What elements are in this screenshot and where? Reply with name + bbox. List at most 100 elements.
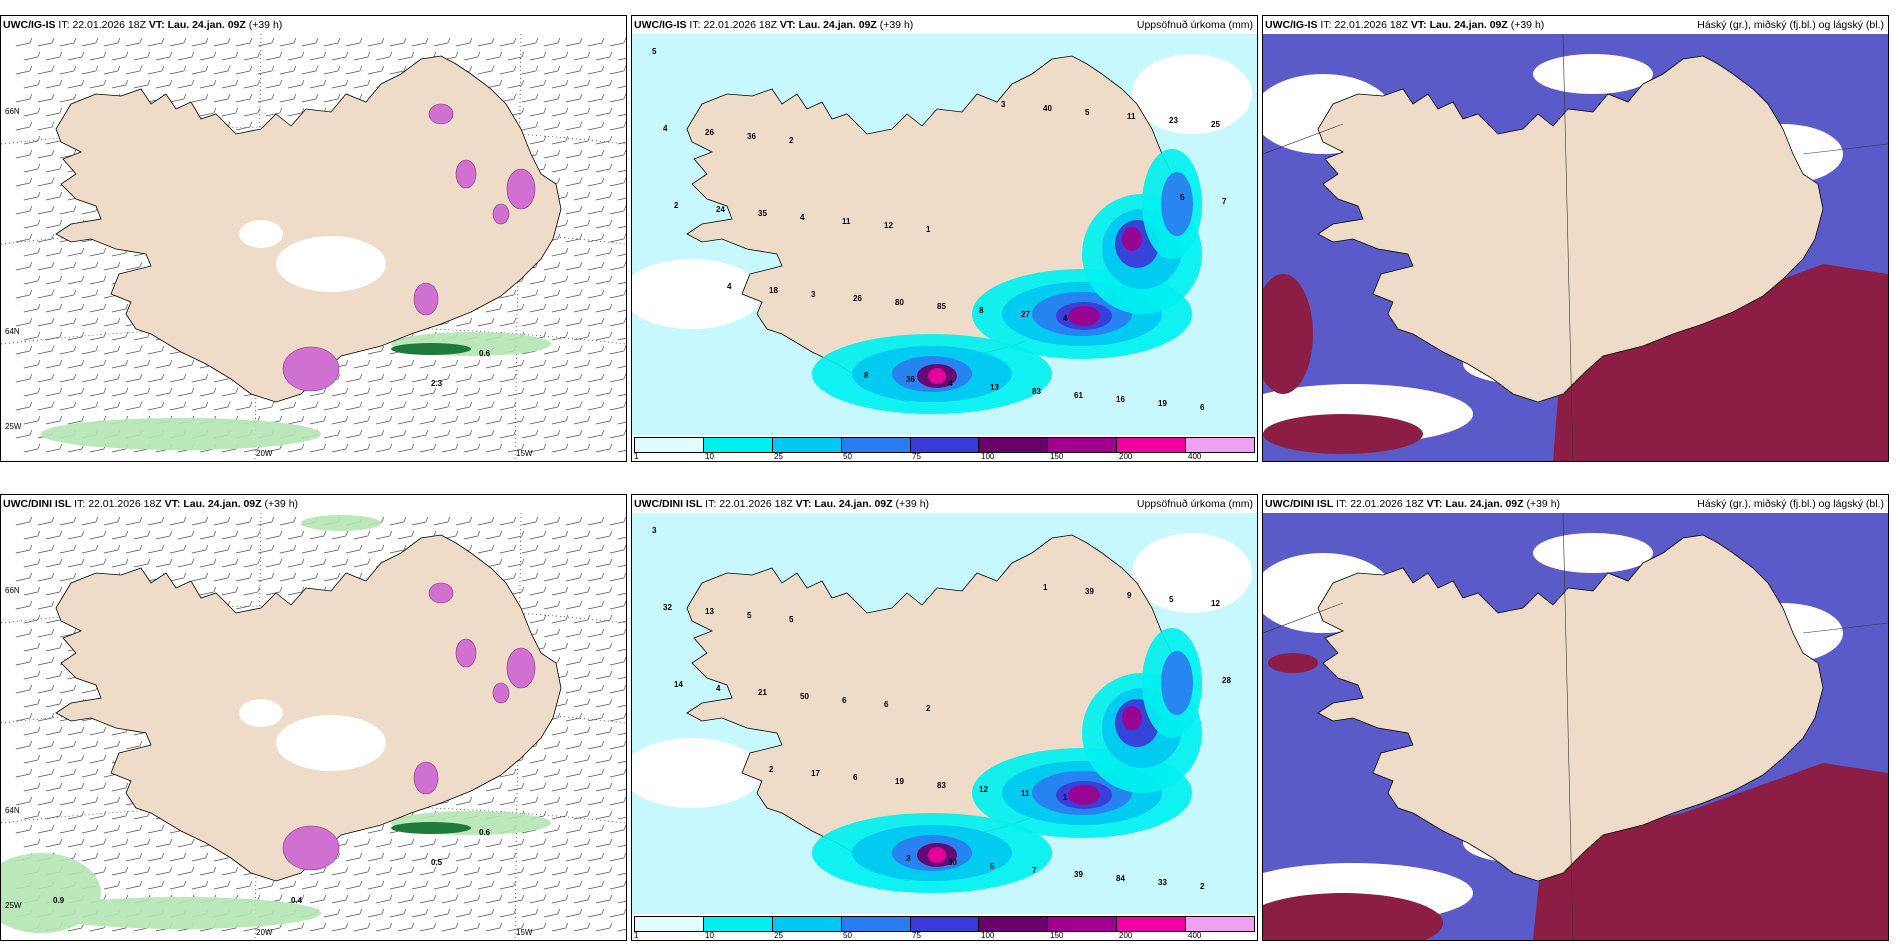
valid-time: Lau. 24.jan. 09Z [167, 19, 246, 31]
panel-wind-dini: UWC/DINI ISL IT: 22.01.2026 18Z VT: Lau.… [0, 494, 627, 941]
precip-value: 4 [948, 379, 953, 388]
precip-value: 12 [979, 785, 988, 794]
no-precip-areas [632, 533, 1252, 808]
precip-contour [1068, 306, 1100, 326]
axis-label: 20W [256, 449, 273, 458]
precip-value: 6 [884, 700, 889, 709]
colorbar-cell [1186, 917, 1255, 931]
valid-time: Lau. 24.jan. 09Z [798, 19, 877, 31]
precip-value: 5 [990, 862, 995, 871]
model-name: UWC/DINI ISL [634, 498, 703, 510]
cloud-map-svg [1263, 34, 1888, 461]
wind-map-svg: 20W 15W 66N 64N 25W 0.6 0.5 0.9 0.4 [1, 513, 626, 940]
axis-label: 25W [5, 901, 22, 910]
precip-value: 6 [1200, 403, 1205, 412]
precip-contour [1068, 785, 1100, 805]
precip-value: 19 [895, 777, 904, 786]
colorbar-tick: 75 [912, 452, 921, 461]
precip-value: 16 [1116, 395, 1125, 404]
precip-contour [1161, 651, 1193, 715]
precip-value: 7 [1032, 866, 1037, 875]
colorbar-cell [910, 917, 980, 931]
colorbar-tick: 100 [981, 452, 995, 461]
colorbar-cell [635, 917, 704, 931]
precip-value: 24 [716, 205, 725, 214]
precip-value: 36 [747, 132, 756, 141]
precip-value: 6 [842, 696, 847, 705]
axis-label: 15W [516, 449, 533, 458]
colorbar-tick: 50 [843, 931, 852, 940]
colorbar-cell [910, 438, 980, 452]
colorbar-tick: 150 [1050, 452, 1064, 461]
precip-value: 2 [1200, 882, 1205, 891]
precip-value: 19 [1158, 399, 1167, 408]
vt-label: VT: [164, 498, 181, 510]
colorbar-cell [979, 917, 1049, 931]
colorbar-tick: 400 [1188, 931, 1202, 940]
init-time: 22.01.2026 18Z [719, 498, 793, 510]
no-precip-areas [632, 54, 1252, 329]
model-name: UWC/DINI ISL [1265, 498, 1334, 510]
panel-header: UWC/DINI ISL IT: 22.01.2026 18Z VT: Lau.… [632, 495, 1257, 513]
lead-time: (+39 h) [1510, 19, 1545, 31]
valid-time: Lau. 24.jan. 09Z [1429, 19, 1508, 31]
precip-value: 17 [811, 769, 820, 778]
precip-value: 1 [926, 225, 931, 234]
precip-value: 30 [948, 858, 957, 867]
precip-value: 25 [1211, 120, 1220, 129]
precip-contour [1122, 706, 1142, 730]
border-lines [1263, 513, 1888, 940]
wind-values: 0.6 0.5 0.9 0.4 [53, 828, 491, 905]
precip-value: 1 [1043, 583, 1048, 592]
snow-areas [282, 582, 536, 871]
precip-value: 13 [990, 383, 999, 392]
precip-value: 35 [758, 209, 767, 218]
axis-label: 20W [256, 928, 273, 937]
panel-field-title: Háský (gr.), miðský (fj.bl.) og lágský (… [1697, 498, 1884, 510]
precip-value: 3 [906, 854, 911, 863]
colorbar-cells [634, 916, 1255, 932]
precip-values: 5214636122719261181644856125358083232426… [652, 47, 1227, 412]
wind-value: 0.5 [431, 858, 443, 867]
lead-time: (+39 h) [879, 19, 914, 31]
precip-value: 39 [1074, 870, 1083, 879]
colorbar-tick: 150 [1050, 931, 1064, 940]
precip-value: 61 [1074, 391, 1083, 400]
valid-time: Lau. 24.jan. 09Z [814, 498, 893, 510]
precip-value: 12 [1211, 599, 1220, 608]
colorbar-tick: 200 [1119, 931, 1133, 940]
precip-value: 6 [853, 773, 858, 782]
precip-value: 2 [789, 136, 794, 145]
colorbar-cell [1186, 438, 1255, 452]
cloud-map-svg [1263, 513, 1888, 940]
valid-time: Lau. 24.jan. 09Z [1445, 498, 1524, 510]
precip-contour [928, 368, 946, 384]
precip-value: 27 [1021, 310, 1030, 319]
wind-values: 0.6 2.3 [431, 349, 491, 388]
axis-labels: 20W 15W 66N 64N 25W [5, 107, 533, 458]
axis-label: 15W [516, 928, 533, 937]
colorbar-tick: 75 [912, 931, 921, 940]
precip-value: 4 [800, 213, 805, 222]
precip-value: 12 [884, 221, 893, 230]
low-cloud-areas [1263, 264, 1888, 461]
precip-value: 11 [842, 217, 851, 226]
vt-label: VT: [779, 19, 796, 31]
panel-header: UWC/DINI ISL IT: 22.01.2026 18Z VT: Lau.… [1263, 495, 1888, 513]
precip-value: 50 [800, 692, 809, 701]
precip-value: 83 [937, 781, 946, 790]
precip-value: 40 [1043, 104, 1052, 113]
precip-value: 5 [1180, 193, 1185, 202]
precip-value: 3 [1001, 100, 1006, 109]
lead-time: (+39 h) [248, 19, 283, 31]
colorbar-tick: 1 [634, 452, 639, 461]
colorbar-cell [635, 438, 704, 452]
precip-value: 9 [1127, 591, 1132, 600]
colorbar-cell [703, 438, 773, 452]
init-time: 22.01.2026 18Z [88, 498, 162, 510]
iceland-land [1317, 55, 1824, 403]
glaciers [239, 220, 386, 292]
colorbar-cell [1048, 917, 1118, 931]
init-time: 22.01.2026 18Z [1350, 498, 1424, 510]
init-time: 22.01.2026 18Z [703, 19, 777, 31]
